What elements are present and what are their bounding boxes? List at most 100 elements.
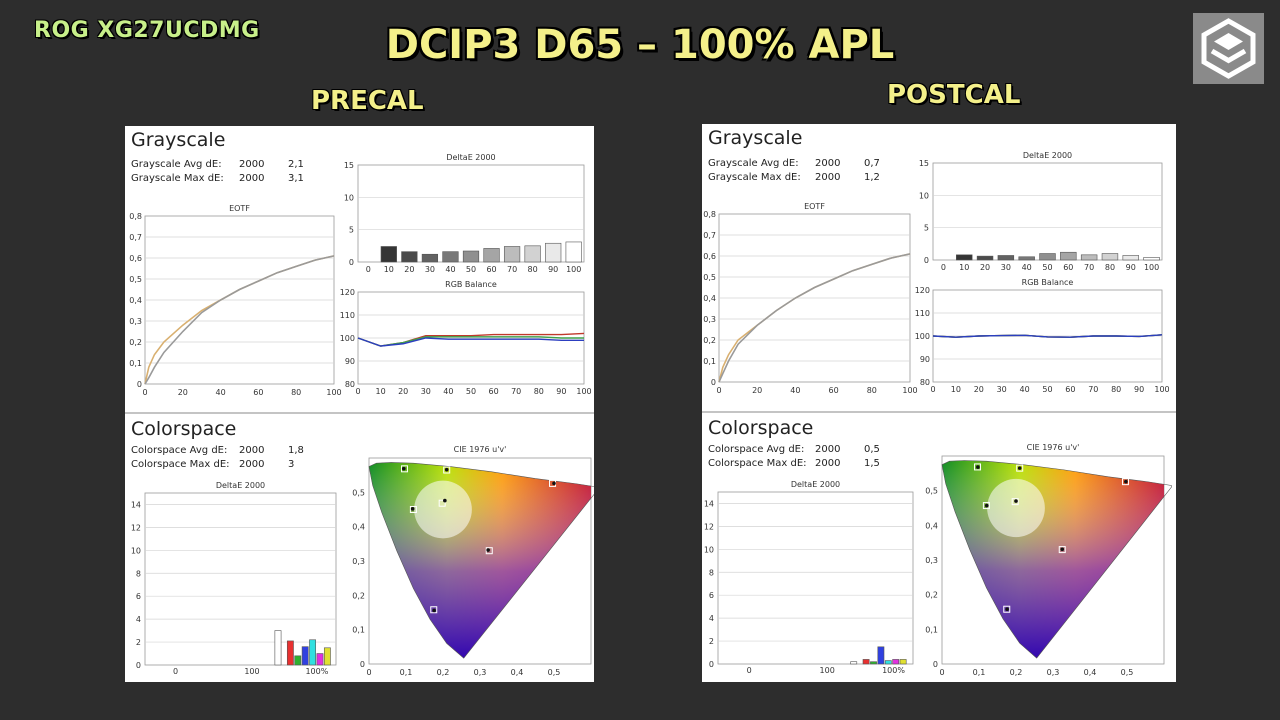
cie-measured-point xyxy=(443,498,447,503)
postcal-charts: Grayscale Grayscale Avg dE: 2000 0,7 Gra… xyxy=(702,127,1176,677)
x-tick-label: 0 xyxy=(941,263,946,272)
chart-title: CIE 1976 u'v' xyxy=(1027,443,1080,452)
colorspace-max-label: Colorspace Max dE: xyxy=(131,459,230,470)
cie-target-square xyxy=(485,547,493,555)
x-tick-label: 100 xyxy=(1144,263,1159,272)
colorspace-de-bar xyxy=(301,646,309,666)
grayscale-avg-label: Grayscale Avg dE: xyxy=(708,158,799,169)
x-tick-label: 0 xyxy=(939,668,944,677)
x-tick-label: 60 xyxy=(253,388,263,397)
cie-measured-point xyxy=(401,466,406,471)
x-tick-label: 50 xyxy=(466,387,476,396)
x-tick-label: 40 xyxy=(790,386,800,395)
colorspace-de-bar xyxy=(862,659,870,665)
y-tick-label: 0,8 xyxy=(129,212,142,221)
x-tick-label: 70 xyxy=(507,265,517,274)
y-tick-label: 8 xyxy=(136,569,141,578)
cie-measured-point xyxy=(444,467,449,472)
y-tick-label: 0,5 xyxy=(703,273,716,282)
cie-target-square xyxy=(974,463,982,471)
y-tick-label: 0 xyxy=(924,256,929,265)
y-tick-label: 0 xyxy=(137,380,142,389)
colorspace-avg-value: 0,5 xyxy=(864,444,880,455)
cie-target-square xyxy=(401,465,409,473)
x-tick-label: 0,3 xyxy=(1047,668,1060,677)
colorspace-avg-label: Colorspace Avg dE: xyxy=(708,444,804,455)
y-tick-label: 0,4 xyxy=(352,523,365,532)
cie-target-square xyxy=(1058,546,1066,554)
x-tick-label: 10 xyxy=(959,263,969,272)
y-tick-label: 10 xyxy=(919,191,929,200)
rgb-series-line xyxy=(357,337,584,347)
colorspace-de-bar xyxy=(294,655,302,666)
colorspace-max-label: Colorspace Max dE: xyxy=(708,458,807,469)
colorspace-de-bar xyxy=(309,639,316,666)
grayscale-max-value: 3,1 xyxy=(288,173,304,184)
chart-title: EOTF xyxy=(229,204,250,213)
y-tick-label: 0,4 xyxy=(129,296,142,305)
y-tick-label: 0 xyxy=(709,660,714,669)
y-tick-label: 0,6 xyxy=(129,254,142,263)
cie-target-square xyxy=(1011,498,1019,506)
grayscale-de-bar xyxy=(442,251,459,263)
colorspace-de-bar xyxy=(323,647,331,666)
y-tick-label: 15 xyxy=(344,161,354,170)
colorspace-max-standard: 2000 xyxy=(239,459,264,470)
y-tick-label: 12 xyxy=(704,522,714,531)
cie-target-square xyxy=(1016,464,1024,472)
page-title: DCIP3 D65 – 100% APL xyxy=(385,22,895,68)
cie-measured-point xyxy=(486,548,490,552)
channel-logo xyxy=(1193,13,1264,84)
grayscale-max-value: 1,2 xyxy=(864,172,880,183)
y-tick-label: 0,1 xyxy=(129,359,142,368)
rgb-series-line xyxy=(357,336,584,347)
chart-title: RGB Balance xyxy=(445,280,497,289)
grayscale-de-chart: DeltaE 2000 0 5 10 15 0 10 20 30 40 50 60 70 80 90 100 xyxy=(344,153,585,274)
x-tick-label: 30 xyxy=(425,265,435,274)
eotf-series-line xyxy=(718,253,911,383)
x-tick-label: 90 xyxy=(1126,263,1136,272)
y-tick-label: 0,8 xyxy=(703,210,716,219)
x-tick-label: 80 xyxy=(291,388,301,397)
x-tick-label: 0,5 xyxy=(1121,668,1134,677)
x-tick-label: 0,3 xyxy=(474,668,487,677)
cie-measured-point xyxy=(976,465,980,469)
x-tick-label: 0 xyxy=(173,667,178,676)
grayscale-de-chart: DeltaE 2000 0 5 10 15 0 10 20 30 40 50 60 70 80 90 100 xyxy=(919,151,1163,272)
colorspace-de-bar xyxy=(877,646,885,665)
x-tick-label: 30 xyxy=(421,387,431,396)
x-tick-label: 0 xyxy=(930,385,935,394)
colorspace-max-value: 3 xyxy=(288,459,294,470)
y-tick-label: 0,2 xyxy=(703,336,716,345)
grayscale-de-bar xyxy=(524,245,541,263)
cie-target-square xyxy=(438,499,446,507)
y-tick-label: 90 xyxy=(920,355,930,364)
y-tick-label: 100 xyxy=(340,334,355,343)
cie-measured-point xyxy=(552,481,556,486)
x-tick-label: 60 xyxy=(1065,385,1075,394)
y-tick-label: 0,7 xyxy=(129,233,142,242)
grayscale-max-label: Grayscale Max dE: xyxy=(708,172,801,183)
chart-title: EOTF xyxy=(804,202,825,211)
x-tick-label: 80 xyxy=(528,265,538,274)
cie-white-point-glow xyxy=(987,478,1045,538)
cie-measured-point xyxy=(984,503,989,508)
cie-white-point-glow xyxy=(414,480,472,539)
cie-locus-outline xyxy=(941,460,1172,659)
chart-title: DeltaE 2000 xyxy=(446,153,495,162)
x-tick-label: 70 xyxy=(1088,385,1098,394)
y-tick-label: 6 xyxy=(709,591,714,600)
x-tick-label: 100 xyxy=(820,666,835,675)
x-tick-label: 70 xyxy=(511,387,521,396)
y-tick-label: 0,3 xyxy=(129,317,142,326)
x-tick-label: 100 xyxy=(902,386,917,395)
x-tick-label: 10 xyxy=(376,387,386,396)
chart-title: DeltaE 2000 xyxy=(791,480,840,489)
x-tick-label: 60 xyxy=(486,265,496,274)
y-tick-label: 80 xyxy=(920,378,930,387)
cie-target-square xyxy=(409,506,417,513)
x-tick-label: 0 xyxy=(366,668,371,677)
cie-chart: CIE 1976 u'v' 0 0,1 0,2 0,3 0,4 0,5 0 0,1 0,2 0,3 0… xyxy=(925,443,1172,677)
colorspace-title: Colorspace xyxy=(131,418,236,440)
y-tick-label: 110 xyxy=(915,309,930,318)
